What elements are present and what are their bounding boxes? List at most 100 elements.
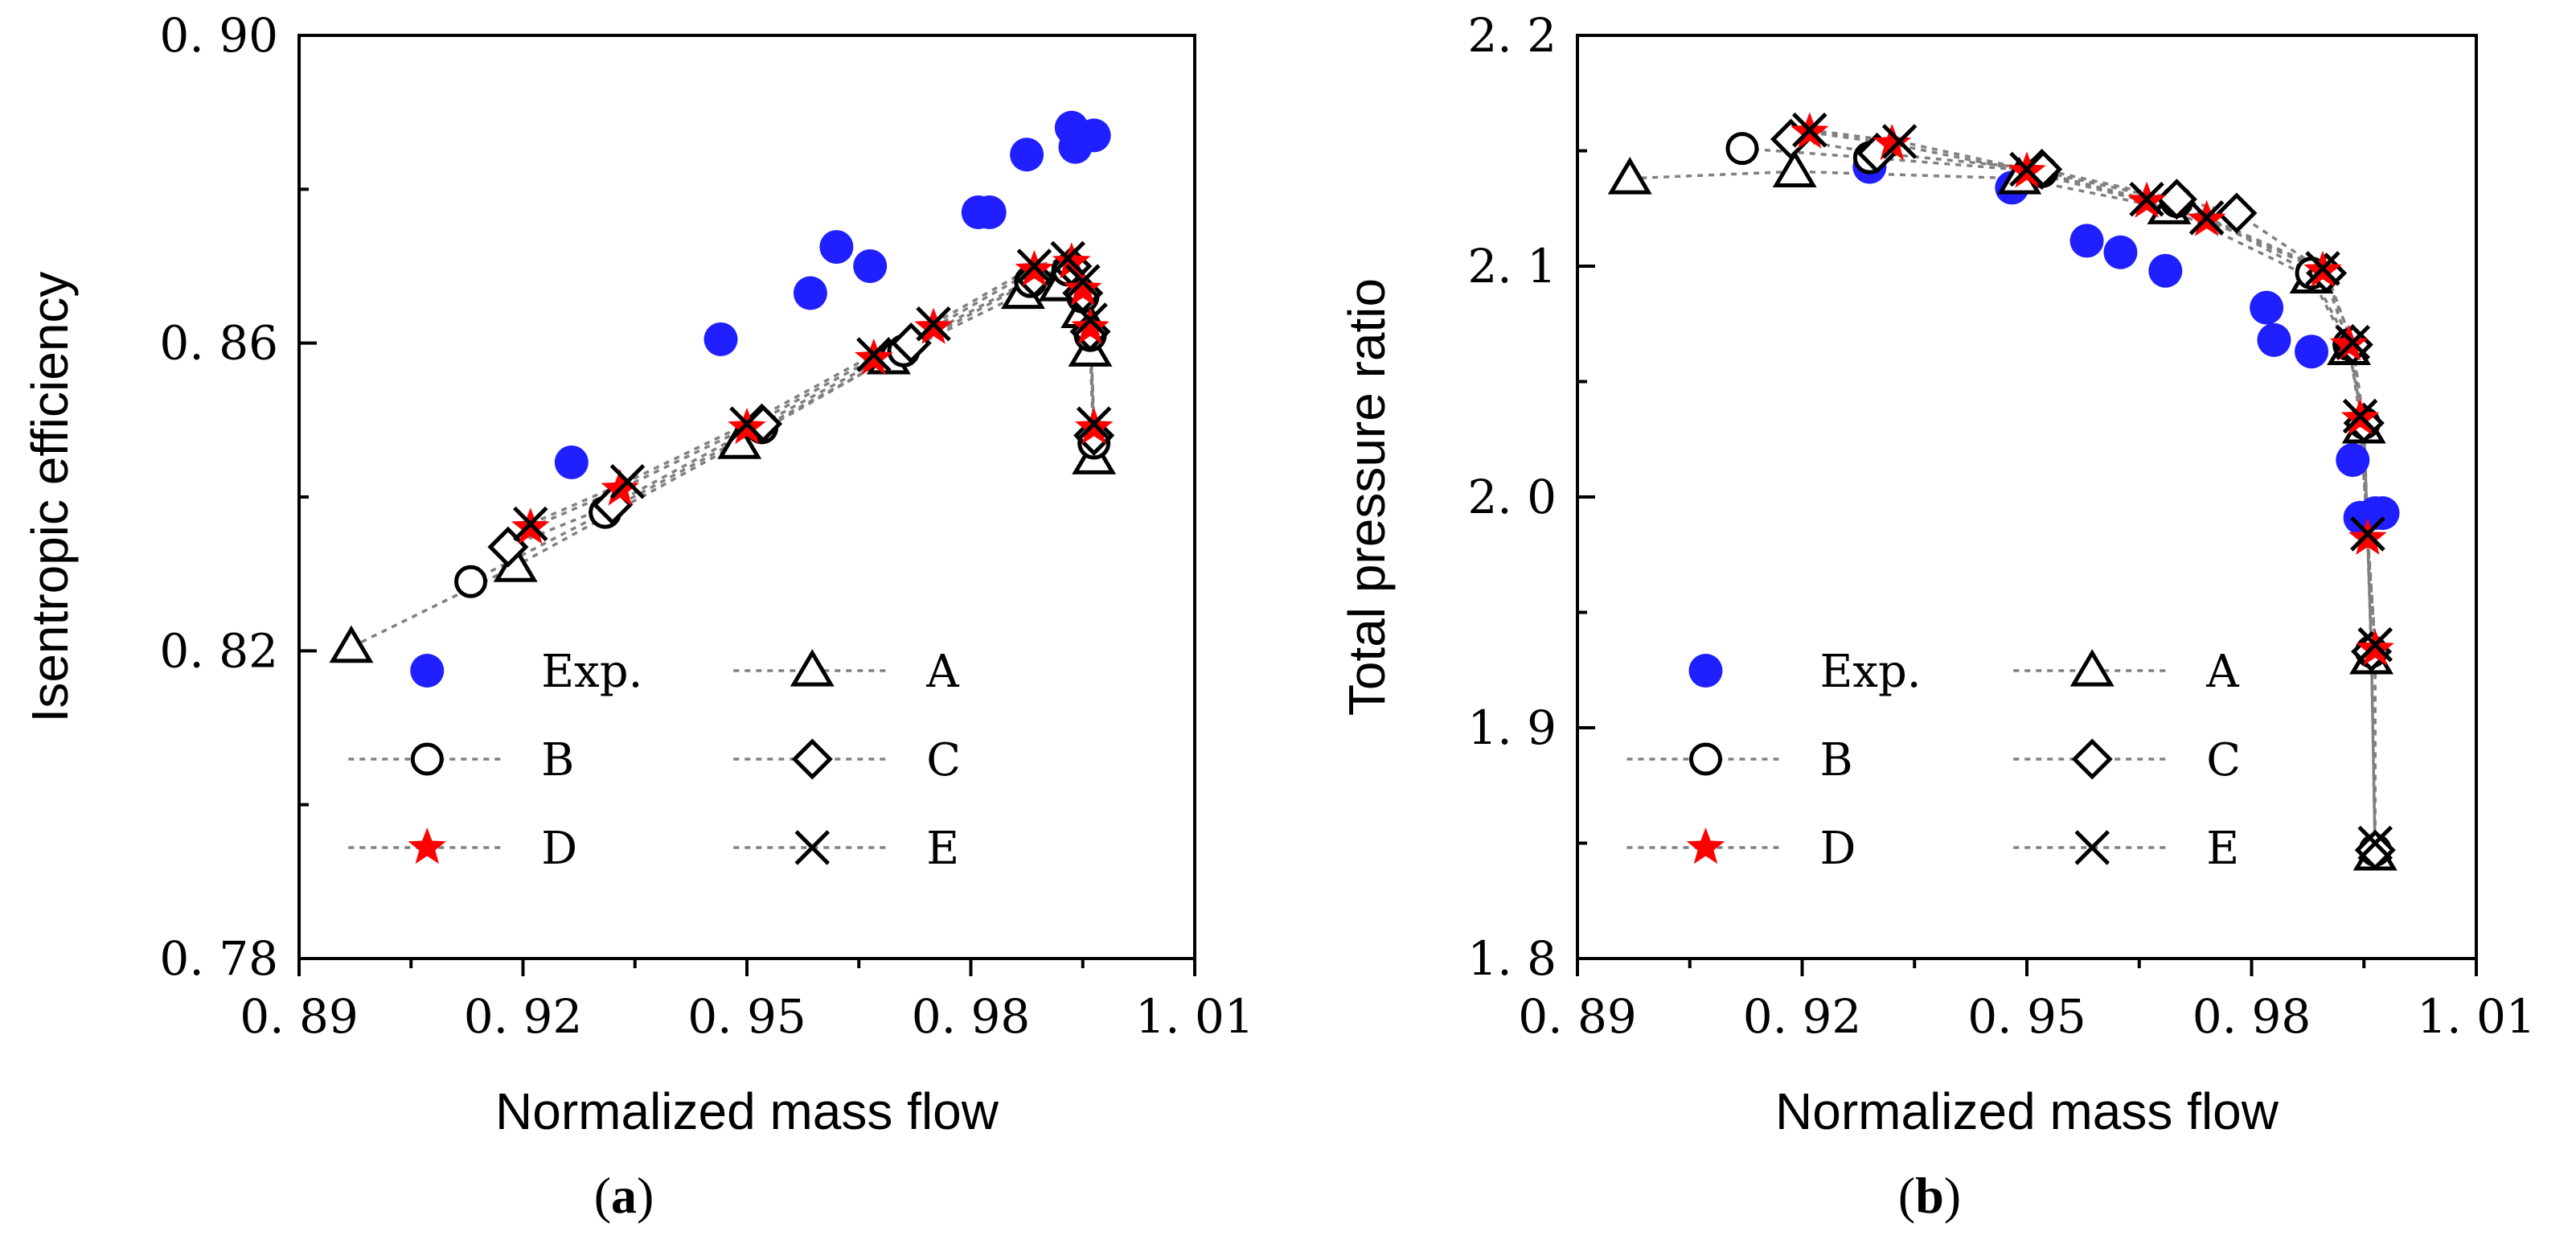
legend-item-a-b: B <box>348 734 574 786</box>
legend-a: Exp. A B C D E <box>348 646 961 875</box>
data-point-b-e <box>1881 124 1918 159</box>
legend-item-a-d: D <box>348 823 577 875</box>
data-point-b-e <box>2342 398 2378 434</box>
legend-marker <box>1688 742 1722 776</box>
legend-marker <box>791 738 833 780</box>
data-point-b-e <box>2357 825 2393 861</box>
panel-label-a-close: ) <box>637 1167 654 1224</box>
y-tick-label-b: 2. 1 <box>1467 239 1557 294</box>
data-point-a-e <box>1076 406 1112 441</box>
y-axis-label-a: Isentropic efficiency <box>21 272 79 723</box>
legend-label: Exp. <box>541 646 642 698</box>
legend-label: D <box>1819 823 1856 875</box>
legend-item-b-exp: Exp. <box>1688 646 1922 698</box>
y-tick-label-a: 0. 78 <box>159 931 278 986</box>
data-point-b-exp <box>2365 496 2400 531</box>
data-point-a-e <box>916 306 951 342</box>
panel-label-b: (b) <box>1898 1167 1961 1224</box>
data-point-b-exp <box>2069 224 2104 258</box>
y-tick-label-b: 2. 2 <box>1467 8 1557 63</box>
legend-marker <box>2071 738 2113 780</box>
data-point-a-e <box>729 406 765 441</box>
legend-item-b-e: E <box>2013 823 2239 875</box>
legend-item-b-a: A <box>2013 646 2239 698</box>
legend-item-a-exp: Exp. <box>410 646 642 698</box>
data-point-a-a <box>717 421 762 459</box>
x-tick-label-b: 0. 98 <box>2192 989 2311 1044</box>
x-tick-label-a: 1. 01 <box>1135 989 1254 1044</box>
legend-marker <box>794 830 831 865</box>
legend-label: A <box>925 646 959 698</box>
data-point-a-e <box>513 506 548 542</box>
legend-label: A <box>2205 646 2239 698</box>
legend-item-a-a: A <box>733 646 959 698</box>
data-point-b-exp <box>2250 290 2284 325</box>
data-point-a-exp <box>1010 138 1044 172</box>
legend-b: Exp. A B C D E <box>1626 646 2241 875</box>
data-point-b-exp <box>2295 335 2329 369</box>
data-point-a-e <box>609 464 646 499</box>
panel-label-b-close: ) <box>1944 1167 1961 1224</box>
plot-frame-b <box>1576 34 2478 960</box>
legend-label: B <box>541 734 574 786</box>
legend-marker <box>410 654 445 688</box>
legend-marker <box>790 649 835 687</box>
legend-label: D <box>541 823 577 875</box>
legend-item-a-c: C <box>733 734 961 786</box>
series-line-b-a <box>1630 170 2377 855</box>
series-line-a-c <box>507 264 1096 548</box>
legend-marker <box>2069 649 2115 687</box>
data-point-b-c <box>2216 192 2258 234</box>
series-line-a-e <box>530 257 1096 526</box>
x-tick-label-a: 0. 98 <box>912 989 1031 1044</box>
data-point-a-exp <box>793 276 827 310</box>
panel-label-a-open: ( <box>594 1167 611 1224</box>
data-point-b-e <box>2129 182 2164 217</box>
data-point-b-c <box>2156 179 2197 220</box>
data-point-a-exp <box>972 195 1007 230</box>
data-point-b-e <box>2350 516 2385 552</box>
legend-marker <box>410 742 444 776</box>
legend-marker <box>408 827 446 864</box>
x-axis-label-a: Normalized mass flow <box>495 1082 999 1140</box>
y-tick-label-b: 1. 8 <box>1467 931 1557 986</box>
data-point-a-d <box>1071 307 1110 344</box>
legend-label: C <box>2206 734 2241 786</box>
data-point-b-exp <box>2148 253 2183 288</box>
chart-panel-b: 1. 8 1. 9 2. 0 2. 1 2. 2 0. 89 0. 92 0. 95 0. 9… <box>1338 8 2536 1224</box>
data-point-b-c <box>2354 829 2396 871</box>
y-tick-label-a: 0. 86 <box>159 316 278 371</box>
data-point-b-d <box>1873 123 1912 161</box>
x-tick-label-b: 0. 89 <box>1518 989 1637 1044</box>
y-axis-label-b: Total pressure ratio <box>1338 278 1396 716</box>
y-tick-label-b: 2. 0 <box>1467 470 1557 524</box>
legend-item-b-c: C <box>2013 734 2241 786</box>
data-point-b-b <box>1725 132 1759 166</box>
series-line-b-c <box>1790 138 2377 851</box>
x-tick-label-a: 0. 92 <box>464 989 583 1044</box>
data-point-a-exp <box>554 445 589 479</box>
data-point-b-a <box>1607 157 1652 195</box>
data-point-b-a <box>1772 150 1817 187</box>
legend-label: Exp. <box>1819 646 1921 698</box>
data-point-a-exp <box>853 249 888 283</box>
data-point-b-e <box>2305 251 2340 286</box>
legend-label: E <box>926 823 959 875</box>
x-tick-label-b: 0. 95 <box>1967 989 2086 1044</box>
x-tick-label-b: 0. 92 <box>1743 989 1862 1044</box>
legend-label: B <box>1819 734 1852 786</box>
y-tick-label-b: 1. 9 <box>1467 700 1557 755</box>
panel-label-b-letter: b <box>1915 1167 1944 1224</box>
legend-marker <box>1686 827 1725 864</box>
x-tick-label-a: 0. 95 <box>687 989 806 1044</box>
data-point-a-e <box>1064 264 1101 299</box>
x-axis-label-b: Normalized mass flow <box>1775 1082 2279 1140</box>
data-point-b-e <box>2357 626 2393 663</box>
chart-panel-a: 0. 78 0. 82 0. 86 0. 90 0. 89 0. 92 0. 95 0. 9… <box>21 8 1254 1224</box>
legend-label: C <box>926 734 961 786</box>
data-point-b-e <box>2188 199 2225 236</box>
plot-frame-a <box>297 34 1196 960</box>
data-point-a-b <box>454 565 488 598</box>
data-point-a-e <box>856 337 892 372</box>
